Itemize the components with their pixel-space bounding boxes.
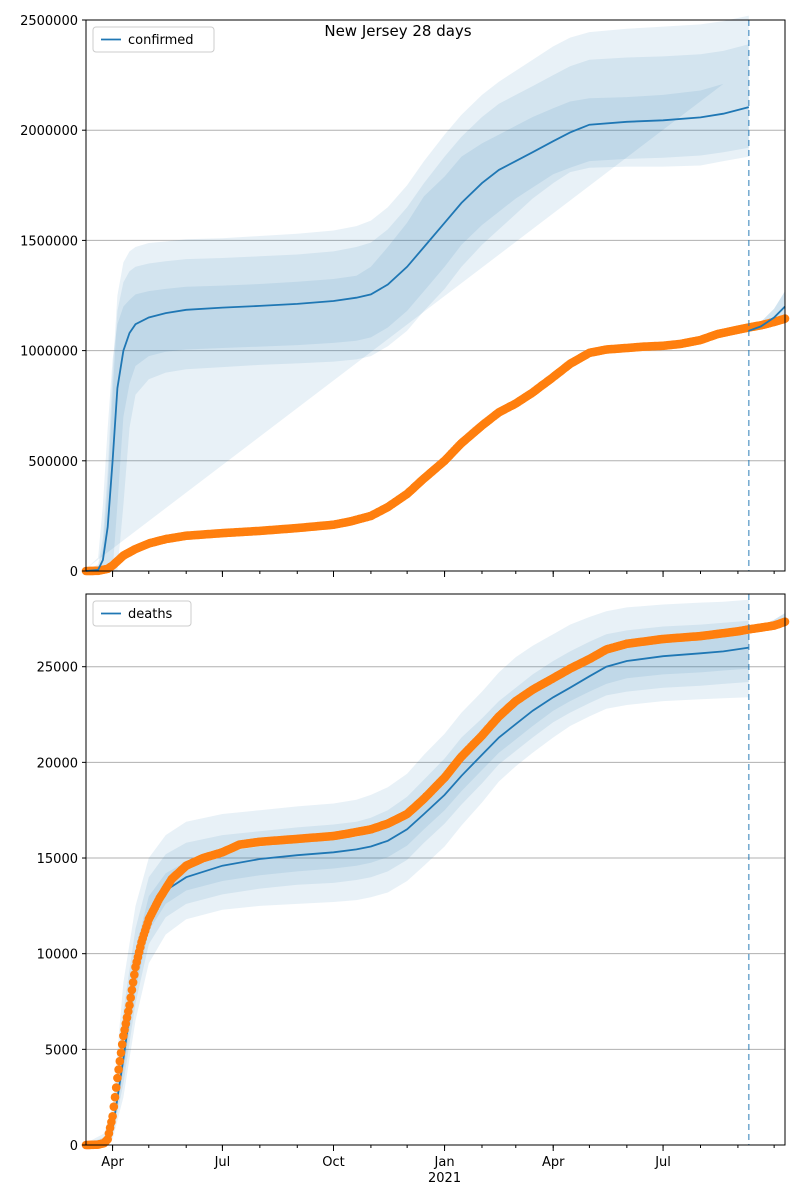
x-tick-label: Apr [542,1155,565,1170]
confirmed-bands [86,15,785,572]
deaths-observed-point [116,1048,126,1058]
confirmed-model-median [85,106,750,572]
deaths-legend: deaths [92,600,192,627]
confirmed-model-line [85,106,786,572]
confirmed-axes: 0 500000 1000000 1500000 2000000 2500000 [20,14,786,580]
legend-label-confirmed: confirmed [128,33,194,48]
y-tick-label: 1000000 [20,345,78,360]
y-tick-label: 5000 [45,1043,78,1058]
y-tick-label: 10000 [37,948,78,963]
deaths-observed-point [130,970,139,979]
confirmed-panel: 0 500000 1000000 1500000 2000000 2500000 conf… [20,14,790,580]
deaths-observed-point [110,1092,120,1102]
deaths-observed-point [113,1073,122,1083]
x-tick-label: Apr [101,1155,124,1170]
y-tick-label: 20000 [37,756,78,771]
deaths-observed-point [127,985,137,995]
y-tick-label: 500000 [28,455,78,470]
deaths-axes: 0 5000 10000 15000 20000 25000 Apr Jul Oct Jan202… [37,593,786,1186]
x-tick-label: Oct [322,1155,344,1170]
x-tick-label: Jan [434,1155,455,1170]
x-tick-label: Jul [214,1155,231,1170]
deaths-observed-point [108,1112,117,1121]
y-tick-label: 25000 [37,661,78,676]
y-tick-label: 1500000 [20,234,78,249]
y-tick-label: 2500000 [20,14,78,29]
axes-frame [85,593,786,1146]
legend-label-deaths: deaths [128,607,173,622]
deaths-grid [86,666,785,1050]
deaths-observed-point [115,1056,125,1066]
y-tick-label: 2000000 [20,124,78,139]
y-tick-label: 0 [70,1139,78,1154]
deaths-observed-point [109,1102,119,1111]
deaths-band-50 [86,634,749,1145]
deaths-observed-points [81,617,790,1150]
confirmed-projection-median [748,305,786,332]
legend-box [92,600,192,627]
deaths-band-70 [86,620,749,1145]
deaths-observed-point [111,1083,121,1092]
confirmed-band-90 [86,15,749,572]
x-tick-label: 2021 [428,1171,461,1186]
axes-frame [85,19,786,572]
deaths-panel: 0 5000 10000 15000 20000 25000 Apr Jul Oct Jan202… [37,593,790,1186]
deaths-observed-point [128,978,138,987]
chart-title: New Jersey 28 days [324,22,471,40]
deaths-observed-point [117,1040,127,1049]
x-tick-label: Jul [654,1155,671,1170]
deaths-bands [86,599,785,1145]
deaths-observed-point [126,993,135,1002]
legend-box [92,26,215,53]
deaths-observed-point [125,1001,134,1010]
confirmed-legend: confirmed [92,26,215,53]
confirmed-band-50 [86,83,724,569]
y-tick-label: 0 [70,565,78,580]
deaths-observed-point [114,1065,123,1074]
y-tick-label: 15000 [37,852,78,867]
